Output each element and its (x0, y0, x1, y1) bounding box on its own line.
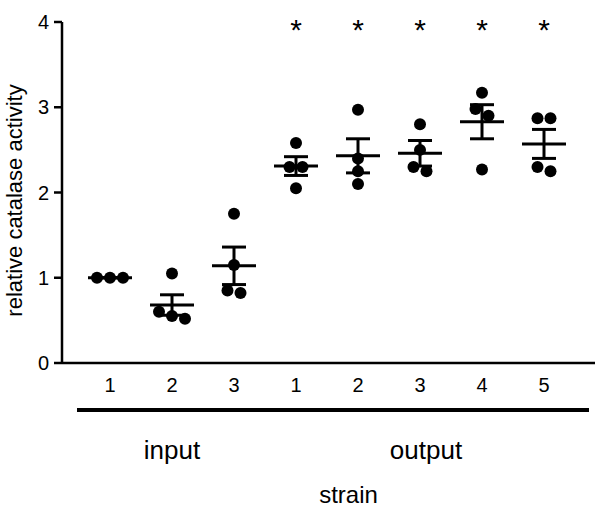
error-cap (470, 103, 494, 106)
data-point (532, 112, 544, 124)
data-point (476, 87, 488, 99)
data-point (222, 285, 234, 297)
error-bar (357, 139, 360, 173)
x-tick-label: 3 (228, 374, 239, 396)
error-bar (481, 105, 484, 139)
data-point (352, 178, 364, 190)
y-tick-label: 2 (38, 182, 49, 204)
significance: * (352, 13, 364, 46)
data-point (483, 110, 495, 122)
group-label: output (390, 435, 463, 465)
x-tick-label: 1 (104, 374, 115, 396)
x-axis (62, 362, 595, 365)
data-point (166, 267, 178, 279)
significance: * (290, 13, 302, 46)
data-point (532, 161, 544, 173)
y-tick (54, 191, 62, 194)
y-tick-label: 3 (38, 96, 49, 118)
error-cap (222, 283, 246, 286)
mean-bar (88, 276, 132, 279)
x-tick-label: 5 (538, 374, 549, 396)
data-point (235, 287, 247, 299)
error-cap (98, 276, 122, 279)
y-tick (54, 277, 62, 280)
error-cap (346, 171, 370, 174)
error-cap (222, 246, 246, 249)
error-bar (543, 129, 546, 158)
error-bar (419, 140, 422, 166)
error-cap (284, 155, 308, 158)
error-bar (295, 157, 298, 176)
y-tick-label: 0 (38, 352, 49, 374)
y-tick (54, 106, 62, 109)
y-tick-label: 1 (38, 267, 49, 289)
error-bar (233, 247, 236, 285)
error-cap (160, 293, 184, 296)
data-point (545, 165, 557, 177)
x-axis-label: strain (319, 481, 378, 508)
data-point (352, 104, 364, 116)
error-bar (171, 295, 174, 315)
error-cap (346, 137, 370, 140)
error-cap (98, 276, 122, 279)
error-cap (408, 165, 432, 168)
error-cap (532, 157, 556, 160)
error-cap (532, 128, 556, 131)
data-point (290, 137, 302, 149)
error-cap (470, 137, 494, 140)
marks (88, 87, 566, 325)
chart: 0 1 2 3 4 relative catalase activity 1 2 3 1 2 3 4 5 i… (0, 0, 600, 511)
x-tick-label: 2 (352, 374, 363, 396)
error-cap (160, 314, 184, 317)
error-cap (284, 174, 308, 177)
significance: * (538, 13, 550, 46)
group-label: input (144, 435, 201, 465)
y-tick (54, 362, 62, 365)
x-tick-label: 3 (414, 374, 425, 396)
group-bar (77, 408, 267, 412)
data-point (545, 112, 557, 124)
data-point (290, 182, 302, 194)
data-point (476, 163, 488, 175)
significance: * (476, 13, 488, 46)
data-point (228, 208, 240, 220)
x-tick-label: 2 (166, 374, 177, 396)
data-point (414, 118, 426, 130)
y-tick (54, 21, 62, 24)
x-tick-label: 4 (476, 374, 487, 396)
y-axis-label: relative catalase activity (2, 84, 27, 316)
x-tick-label: 1 (290, 374, 301, 396)
y-tick-label: 4 (38, 11, 49, 33)
significance: * (414, 13, 426, 46)
group-bar (263, 408, 589, 412)
error-cap (408, 139, 432, 142)
